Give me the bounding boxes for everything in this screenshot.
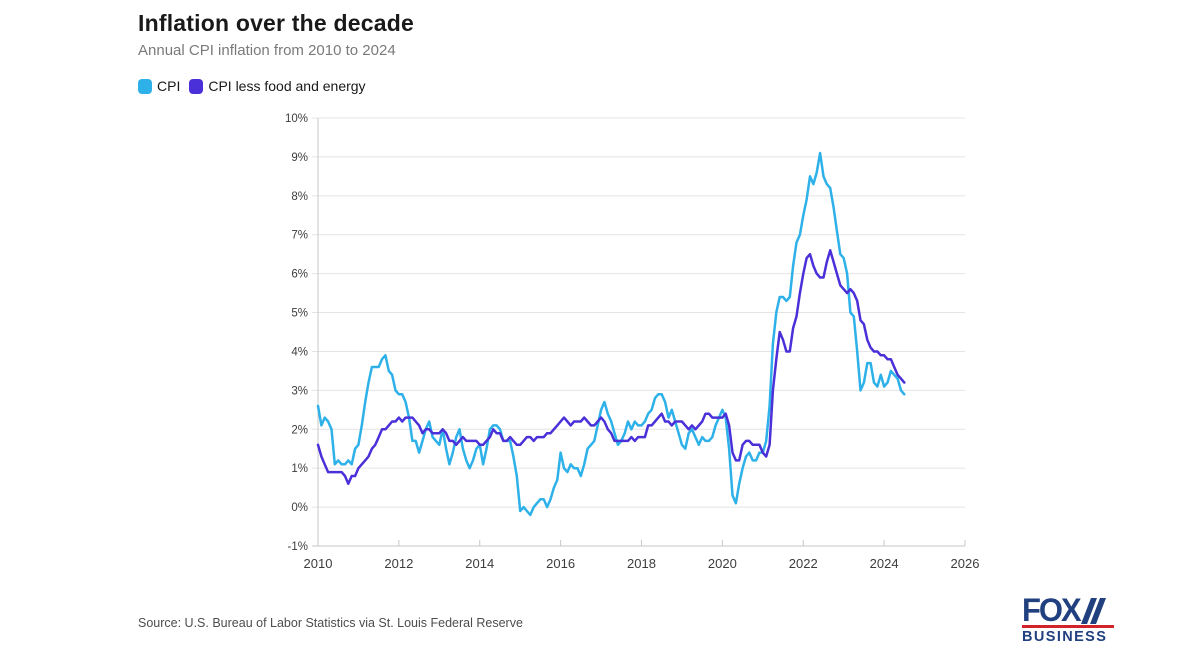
y-axis-label-3pct: 3% — [291, 385, 308, 397]
x-axis-label-2012: 2012 — [384, 556, 413, 571]
page-subtitle: Annual CPI inflation from 2010 to 2024 — [138, 42, 396, 59]
legend-label-cpi: CPI — [157, 78, 181, 94]
source-attribution: Source: U.S. Bureau of Labor Statistics … — [138, 616, 523, 630]
x-axis-label-2016: 2016 — [546, 556, 575, 571]
y-axis-label-6pct: 6% — [291, 269, 308, 281]
x-axis-label-2014: 2014 — [465, 556, 494, 571]
x-axis-label-2024: 2024 — [870, 556, 899, 571]
y-axis-label-10pct: 10% — [285, 113, 308, 125]
legend-item-cpi: CPI — [138, 78, 180, 94]
logo-top-row: FOX — [1022, 591, 1114, 629]
business-logo-text: BUSINESS — [1022, 629, 1108, 645]
inflation-line-chart: -1% 0% 1% 2% 3% 4% 5% 6% 7% 8% 9% 10% 2010 2012 2014 20… — [285, 113, 980, 571]
cpi-swatch-icon — [138, 78, 152, 94]
core-cpi-swatch-icon — [189, 78, 204, 94]
fox-logo-text: FOX — [1022, 591, 1082, 629]
y-axis-label-7pct: 7% — [291, 230, 308, 242]
page-title: Inflation over the decade — [138, 10, 414, 36]
chart-legend: CPI CPI less food and energy — [138, 78, 375, 94]
logo-red-rule — [1022, 625, 1114, 628]
y-axis-label-0pct: 0% — [291, 502, 308, 514]
x-axis-label-2020: 2020 — [708, 556, 737, 571]
x-axis-label-2022: 2022 — [789, 556, 818, 571]
x-axis-label-2026: 2026 — [951, 556, 980, 571]
legend-label-core-cpi: CPI less food and energy — [208, 78, 366, 94]
fox-searchlight-icon — [1080, 598, 1106, 624]
y-axis-label-1pct: 1% — [291, 463, 308, 475]
legend-item-core-cpi: CPI less food and energy — [189, 78, 366, 94]
x-axis-label-2018: 2018 — [627, 556, 656, 571]
y-axis-label-8pct: 8% — [291, 191, 308, 203]
series-line-cpi-less-food-energy — [316, 249, 906, 485]
y-axis-label-5pct: 5% — [291, 308, 308, 320]
y-axis-label-9pct: 9% — [291, 152, 308, 164]
series-line-cpi — [316, 151, 906, 517]
fox-business-logo: FOX BUSINESS — [1022, 591, 1114, 645]
y-axis-label-2pct: 2% — [291, 424, 308, 436]
x-axis-label-2010: 2010 — [304, 556, 333, 571]
y-axis-label--1pct: -1% — [288, 541, 308, 553]
y-axis-label-4pct: 4% — [291, 346, 308, 358]
